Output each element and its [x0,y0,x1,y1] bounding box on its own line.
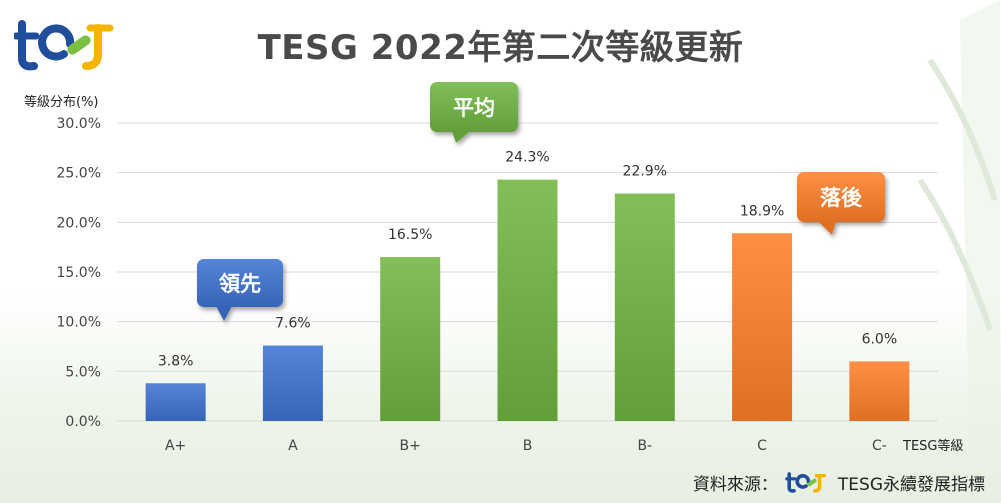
data-label: 3.8% [158,353,194,369]
callout-laggard-pointer [818,221,836,235]
callout-leader-text: 領先 [219,272,261,296]
bar-A [262,345,323,421]
bar-B- [614,193,675,421]
y-axis-title: 等級分布(%) [24,95,99,110]
source-label: 資料來源： [692,474,778,495]
callout-laggard-box [797,172,885,222]
x-tick-label: A+ [165,438,186,454]
y-tick-label: 5.0% [65,364,101,380]
data-label: 7.6% [275,316,311,332]
callout-average-box [430,82,518,132]
x-tick-label: B- [637,438,652,454]
bar-C [732,233,793,421]
source-credit: 資料來源： TESG永續發展指標 [693,469,985,495]
source-name: TESG永續發展指標 [837,474,985,495]
chart-title: TESG 2022年第二次等級更新 [257,28,744,68]
data-label: 24.3% [505,150,549,166]
x-axis-title: TESG等級 [903,439,964,454]
tesg-logo: tesg [14,20,114,71]
bar-A+ [145,383,206,421]
callout-leader-box [197,259,283,307]
y-tick-label: 20.0% [57,215,101,231]
bar-C- [849,361,910,421]
x-tick-label: C- [872,438,887,454]
leaf-watermark [917,0,1000,470]
x-tick-label: C [757,438,767,454]
data-label: 6.0% [862,331,898,347]
x-tick-label: B+ [400,438,421,454]
bar-B [497,179,558,421]
data-label: 18.9% [740,203,784,219]
y-tick-label: 10.0% [57,315,101,331]
callout-average: 平均 [430,82,518,143]
y-tick-label: 25.0% [57,166,101,182]
tesg-mini-logo [785,472,826,493]
callout-laggard-text: 落後 [820,186,863,210]
callout-leader: 領先 [197,259,283,321]
x-tick-label: B [523,438,533,454]
callout-average-text: 平均 [453,96,495,120]
x-tick-label: A [288,438,298,454]
bar-B+ [380,257,441,421]
y-tick-label: 15.0% [57,265,101,281]
y-tick-label: 0.0% [65,414,101,430]
callout-leader-pointer [216,306,232,321]
y-tick-label: 30.0% [57,116,101,132]
callout-average-pointer [452,131,470,143]
data-label: 16.5% [388,227,432,243]
data-label: 22.9% [623,164,667,180]
callout-laggard: 落後 [797,172,885,235]
